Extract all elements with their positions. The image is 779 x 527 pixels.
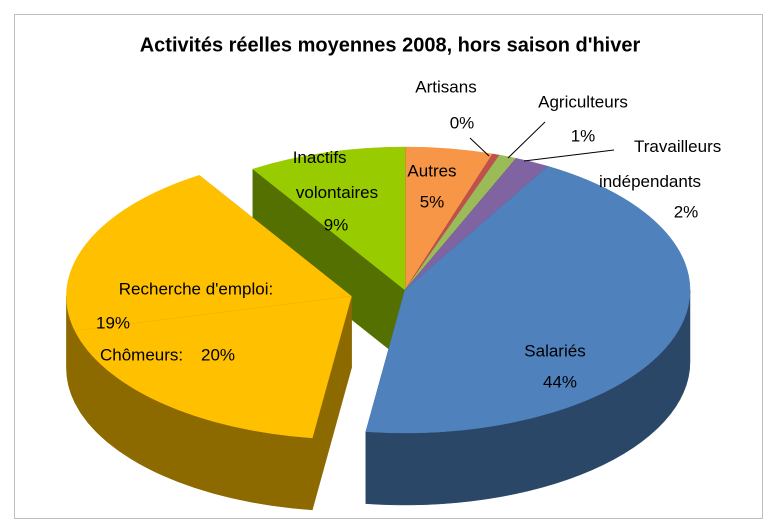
slice-value: 2% [674,202,699,221]
slice-name: Agriculteurs [538,92,628,111]
slice-name: Autres [407,161,456,180]
slice [74,295,352,439]
slice-value: 0% [450,113,475,132]
leader-line [523,149,615,162]
slice-value: 20% [201,345,235,364]
slice-value: 1% [571,126,596,145]
slice [66,175,353,332]
chart-title: Activités réelles moyennes 2008, hors sa… [140,34,641,56]
slice-value: 19% [96,313,130,332]
slice [365,166,691,434]
slice-name: Travailleurs indépendants [599,137,726,191]
slice-name: Chômeurs: [100,345,183,364]
slice-value: 9% [324,215,349,234]
leader-line [507,121,546,159]
slice [252,146,406,291]
pie [66,146,691,511]
slice-value: 5% [420,192,445,211]
labels: Autres 5% Artisans 0% Agriculteurs 1%Travaill… [96,77,726,391]
slice-name: Inactifs volontaires [293,148,378,202]
slice-name: Recherche d'emploi: [119,279,273,298]
leader-line [469,137,490,157]
slice-name: Salariés [524,341,585,360]
slice-name: Artisans [415,77,476,96]
slice-value: 44% [543,372,577,391]
